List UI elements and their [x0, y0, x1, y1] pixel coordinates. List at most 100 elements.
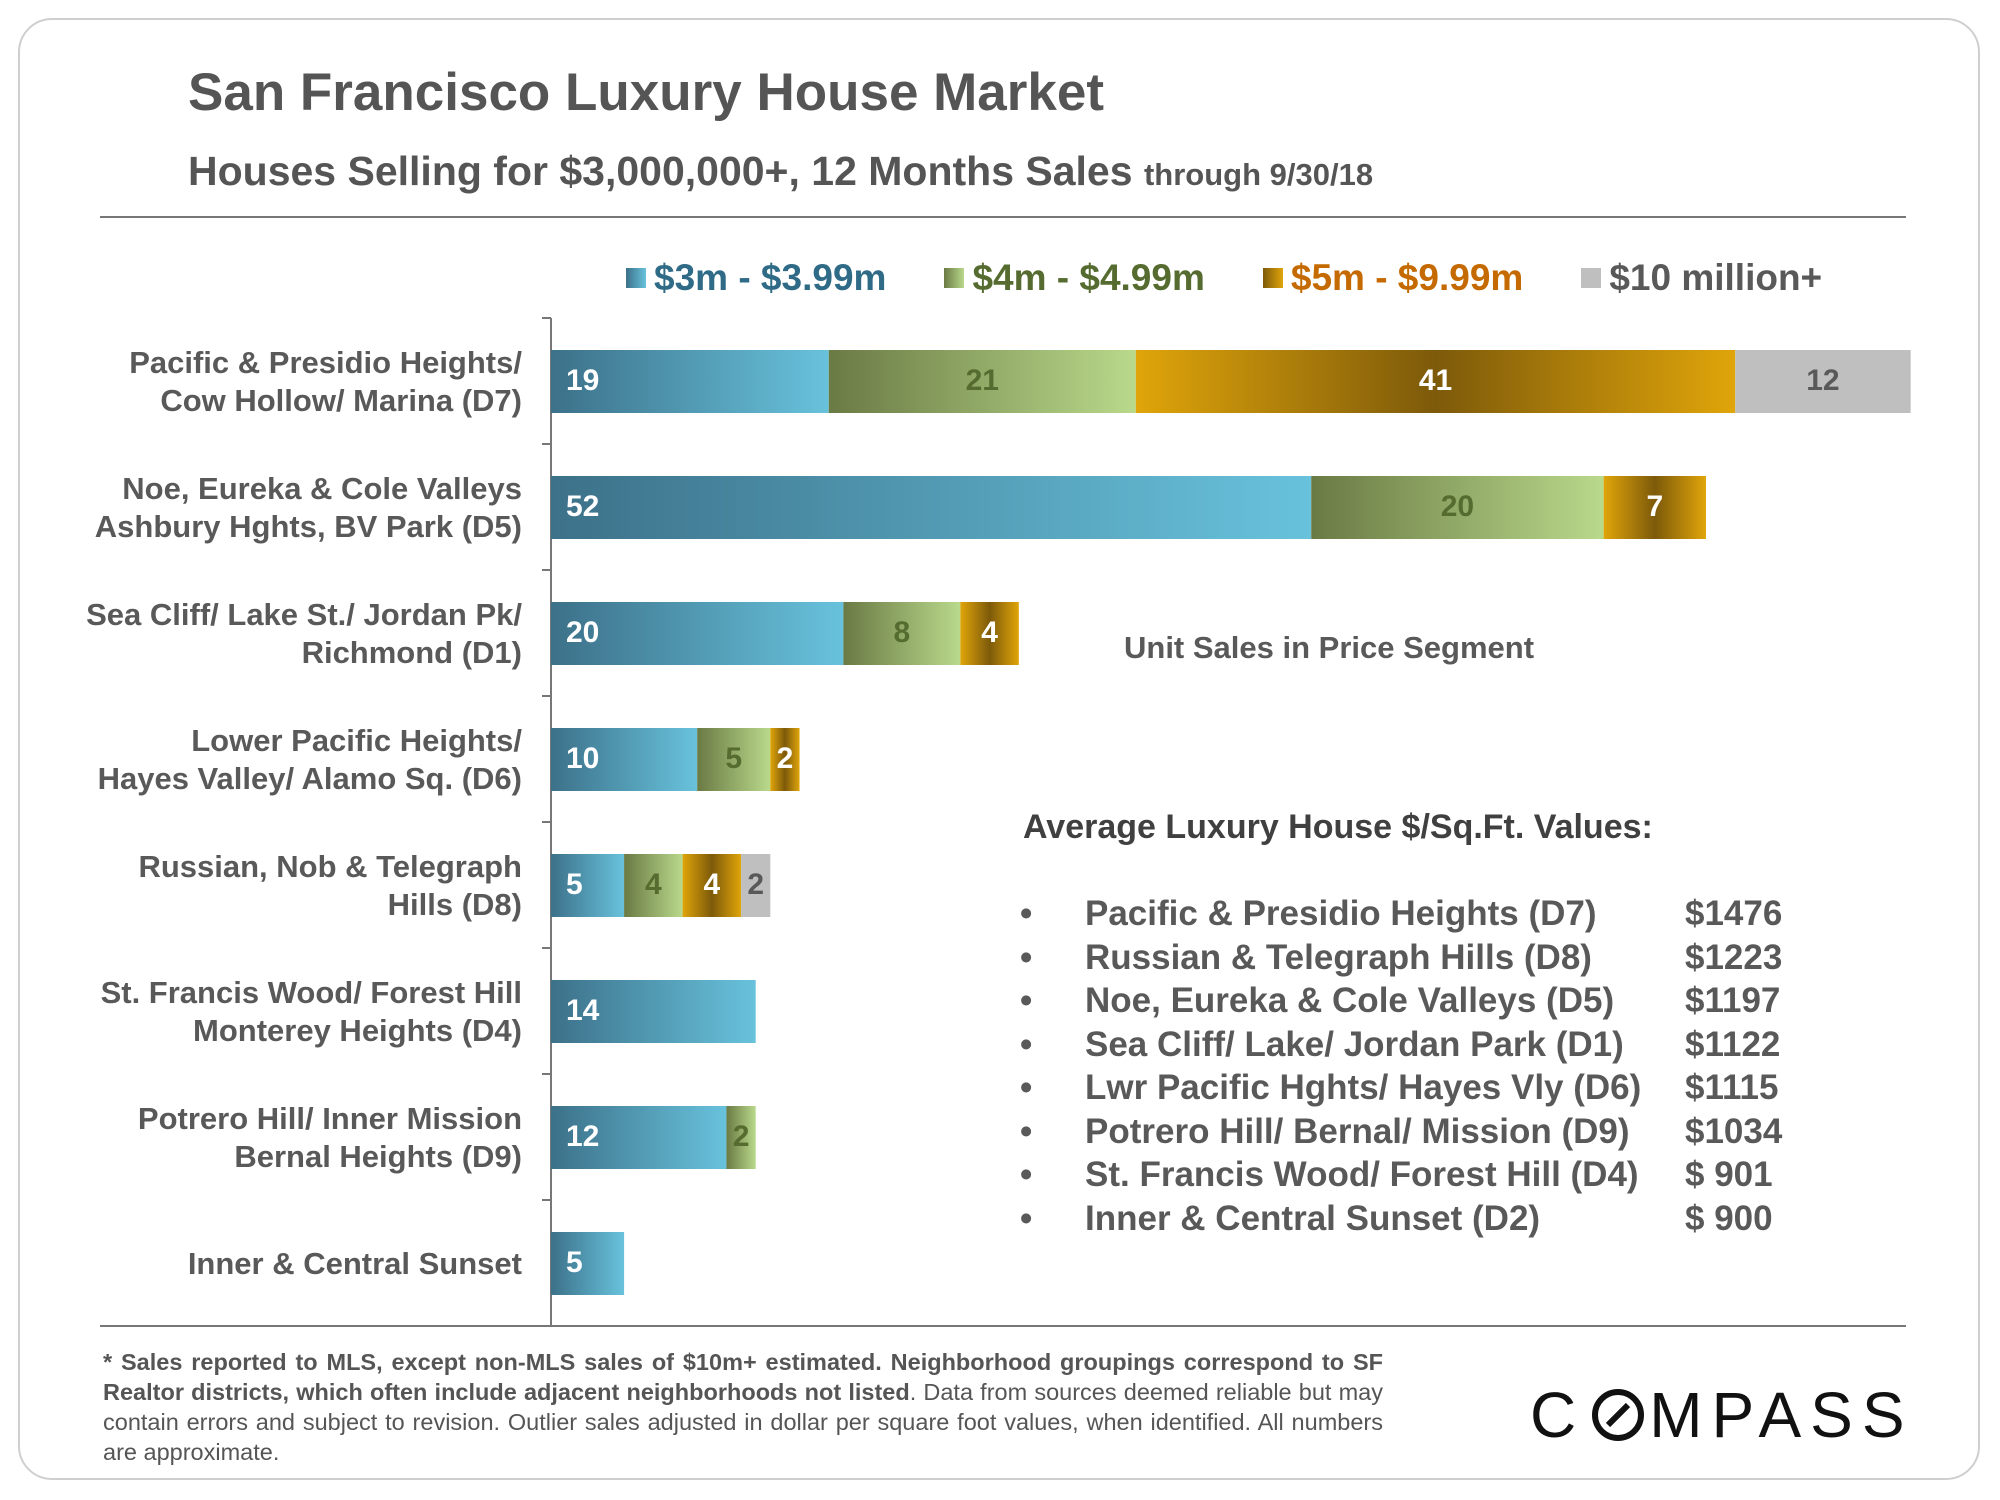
data-label-4m: 4: [644, 867, 662, 901]
category-label-line: Sea Cliff/ Lake St./ Jordan Pk/: [86, 596, 522, 632]
chart-subtitle: Houses Selling for $3,000,000+, 12 Month…: [188, 148, 1373, 195]
category-label: Russian, Nob & Telegraph Hills (D8): [2, 848, 522, 924]
bar-segment-5m: [1603, 476, 1706, 539]
ppsf-item-value: $1197: [1685, 981, 1781, 1020]
bar-segment-3m: [551, 350, 829, 413]
slide-frame: [18, 18, 1980, 1480]
data-label-3m: 10: [566, 741, 600, 775]
bar-segment-3m: [551, 728, 698, 791]
legend-item-5m: $5m - $9.99m: [1262, 257, 1524, 299]
category-label-line: Potrero Hill/ Inner Mission: [137, 1100, 522, 1136]
ppsf-item-name: Sea Cliff/ Lake/ Jordan Park (D1): [1085, 1024, 1624, 1064]
legend-label-5m: $5m - $9.99m: [1290, 257, 1524, 298]
footnote-bold: * Sales reported to MLS, except non-MLS …: [103, 1349, 1383, 1405]
bar-segment-4m: [726, 1106, 756, 1169]
data-label-3m: 52: [566, 489, 600, 523]
ppsf-item-name: Noe, Eureka & Cole Valleys (D5): [1085, 981, 1615, 1020]
data-label-4m: 2: [732, 1119, 750, 1153]
data-label-10m: 12: [1806, 363, 1840, 397]
bar-segment-4m: [697, 728, 771, 791]
bullet-icon: •: [1020, 1024, 1033, 1064]
legend-swatch-10m: [1581, 268, 1602, 288]
footer-divider: [100, 1325, 1906, 1327]
ppsf-item-value: $ 900: [1685, 1198, 1773, 1238]
data-label-4m: 21: [965, 363, 999, 397]
ppsf-item-name: Pacific & Presidio Heights (D7): [1085, 894, 1597, 933]
category-label: Potrero Hill/ Inner Mission Bernal Height…: [2, 1100, 522, 1176]
legend: $3m - $3.99m $4m - $4.99m $5m - $9.99m $…: [626, 257, 1823, 299]
category-label-line: Richmond (D1): [301, 634, 522, 670]
footnote-regular: . Data from sources deemed reliable but …: [103, 1379, 1383, 1465]
ppsf-item-name: Potrero Hill/ Bernal/ Mission (D9): [1085, 1111, 1630, 1151]
data-label-3m: 12: [566, 1119, 600, 1153]
ppsf-item-name: St. Francis Wood/ Forest Hill (D4): [1085, 1155, 1639, 1194]
category-label-line: Hills (D8): [387, 886, 522, 922]
ppsf-item-value: $ 901: [1685, 1155, 1773, 1194]
data-label-3m: 14: [566, 993, 600, 1027]
category-label-line: Pacific & Presidio Heights/: [129, 344, 522, 380]
bullet-icon: •: [1020, 1155, 1033, 1194]
compass-logo: C MPASS: [1530, 1378, 1914, 1452]
category-label-line: Russian, Nob & Telegraph: [138, 848, 522, 884]
bar-segment-3m: [551, 854, 625, 917]
category-label: Lower Pacific Heights/Hayes Valley/ Alam…: [2, 722, 522, 798]
data-label-3m: 5: [566, 1245, 583, 1279]
category-label-line: Hayes Valley/ Alamo Sq. (D6): [97, 760, 522, 796]
bar-segment-5m: [770, 728, 800, 791]
logo-text-right: MPASS: [1649, 1379, 1914, 1451]
category-label-line: St. Francis Wood/ Forest Hill: [100, 974, 522, 1010]
bullet-icon: •: [1020, 981, 1033, 1020]
legend-swatch-5m: [1262, 268, 1283, 288]
data-label-10m: 2: [747, 867, 765, 901]
title-divider: [100, 216, 1906, 218]
footnote: * Sales reported to MLS, except non-MLS …: [103, 1347, 1383, 1467]
bullet-icon: •: [1020, 1111, 1033, 1151]
legend-swatch-3m: [626, 268, 646, 288]
bar-segment-5m: [682, 854, 742, 917]
ppsf-item-value: $1476: [1685, 894, 1783, 933]
bar-segment-4m: [843, 602, 961, 665]
bullet-icon: •: [1020, 937, 1033, 977]
legend-item-4m: $4m - $4.99m: [944, 257, 1205, 299]
category-label: Noe, Eureka & Cole Valleys Ashbury Hghts,…: [2, 470, 522, 546]
bar-segment-5m: [960, 602, 1019, 665]
legend-item-3m: $3m - $3.99m: [626, 257, 886, 299]
chart-title: San Francisco Luxury House Market: [188, 63, 1105, 122]
category-label-line: Bernal Heights (D9): [234, 1138, 522, 1174]
bullet-icon: •: [1020, 894, 1033, 933]
bar-segment-3m: [551, 1232, 625, 1295]
ppsf-item-name: Inner & Central Sunset (D2): [1085, 1198, 1541, 1238]
ppsf-item-value: $1115: [1685, 1068, 1779, 1107]
bar-segment-3m: [551, 980, 756, 1043]
category-label-line: Inner & Central Sunset: [187, 1245, 522, 1281]
ppsf-item-value: $1122: [1685, 1024, 1781, 1064]
category-label-line: Lower Pacific Heights/: [191, 722, 522, 758]
logo-text-left: C: [1530, 1379, 1586, 1451]
ppsf-item-name: Russian & Telegraph Hills (D8): [1085, 937, 1592, 977]
chart-annotation: Unit Sales in Price Segment: [1124, 630, 1535, 665]
data-label-4m: 8: [893, 615, 911, 649]
legend-label-10m: $10 million+: [1609, 257, 1823, 298]
category-label: St. Francis Wood/ Forest Hill Monterey He…: [2, 974, 522, 1050]
data-label-5m: 4: [981, 615, 998, 649]
bullet-icon: •: [1020, 1198, 1033, 1238]
bar-segment-4m: [1311, 476, 1604, 539]
data-label-4m: 5: [725, 741, 743, 775]
category-label-line: Noe, Eureka & Cole Valleys: [122, 470, 522, 506]
data-label-3m: 19: [566, 363, 600, 397]
ppsf-item-name: Lwr Pacific Hghts/ Hayes Vly (D6): [1085, 1068, 1642, 1107]
subtitle-main: Houses Selling for $3,000,000+, 12 Month…: [188, 148, 1133, 194]
bar-segment-4m: [828, 350, 1136, 413]
ppsf-item-value: $1223: [1685, 937, 1783, 977]
subtitle-date: through 9/30/18: [1143, 157, 1374, 192]
bar-segment-3m: [551, 476, 1312, 539]
data-label-3m: 5: [566, 867, 583, 901]
compass-o-icon: [1592, 1389, 1645, 1441]
bar-segment-5m: [1135, 350, 1736, 413]
data-label-4m: 20: [1440, 489, 1475, 523]
bar-segment-3m: [551, 602, 844, 665]
category-label: Sea Cliff/ Lake St./ Jordan Pk/Richmond …: [2, 596, 522, 672]
category-label-line: Cow Hollow/ Marina (D7): [160, 382, 522, 418]
category-label: Inner & Central Sunset: [2, 1245, 522, 1283]
